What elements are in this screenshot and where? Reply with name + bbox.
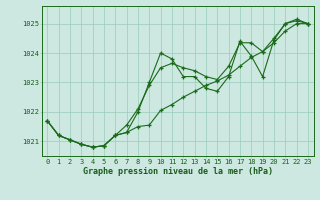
X-axis label: Graphe pression niveau de la mer (hPa): Graphe pression niveau de la mer (hPa) [83,167,273,176]
